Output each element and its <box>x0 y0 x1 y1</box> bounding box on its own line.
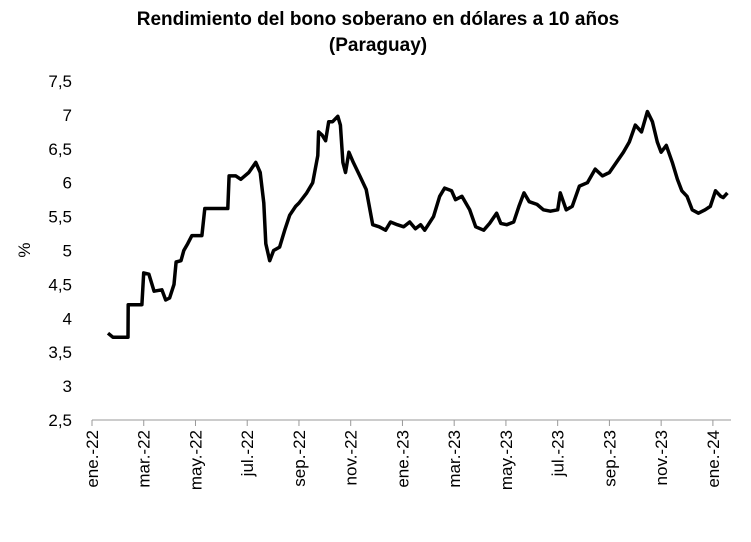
x-tick-label: jul.-23 <box>549 430 568 477</box>
y-tick-label: 6 <box>63 174 72 193</box>
line <box>106 109 729 340</box>
y-tick-label: 5 <box>63 242 72 261</box>
x-tick-label: ene.-22 <box>83 430 102 488</box>
y-tick-label: 4,5 <box>48 275 72 294</box>
y-tick-label: 3 <box>63 377 72 396</box>
x-tick-label: sep.-23 <box>600 430 619 487</box>
x-tick-label: may.-22 <box>186 430 205 490</box>
x-tick-label: jul.-22 <box>238 430 257 477</box>
y-tick-label: 3,5 <box>48 343 72 362</box>
x-tick-label: nov.-23 <box>652 430 671 485</box>
x-tick-label: sep.-22 <box>290 430 309 487</box>
x-tick-label: mar.-22 <box>135 430 154 488</box>
x-tick-label: nov.-22 <box>342 430 361 485</box>
y-tick-label: 7 <box>63 106 72 125</box>
y-tick-label: 6,5 <box>48 140 72 159</box>
x-tick-label: may.-23 <box>497 430 516 490</box>
y-tick-label: 2,5 <box>48 411 72 430</box>
chart-title: (Paraguay) <box>329 35 427 56</box>
chart-title: Rendimiento del bono soberano en dólares… <box>137 9 620 30</box>
x-tick-label: ene.-24 <box>704 430 723 488</box>
y-tick-label: 7,5 <box>48 72 72 91</box>
y-tick-label: 4 <box>63 309 72 328</box>
y-axis-label: % <box>15 242 34 257</box>
x-tick-label: ene.-23 <box>393 430 412 488</box>
x-tick-label: mar.-23 <box>445 430 464 488</box>
y-tick-label: 5,5 <box>48 208 72 227</box>
